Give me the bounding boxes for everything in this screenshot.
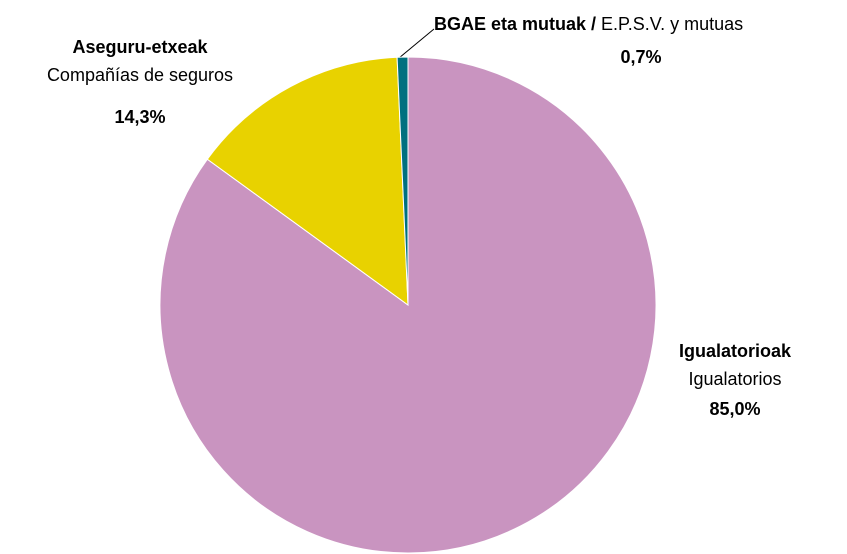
slice-label: Aseguru-etxeak [72,37,208,57]
pie-slice [396,56,409,306]
slice-label-es: Igualatorios [688,369,781,389]
slice-label-es: E.P.S.V. y mutuas [601,14,743,34]
value-label: 14,3% [114,107,165,127]
pie-slice [159,56,657,554]
leader-line [398,28,435,59]
pie-slice [206,56,409,307]
value-label: 85,0% [709,399,760,419]
slice-label: Igualatorioak [679,341,792,361]
slice-label-eu: BGAE eta mutuak / [434,14,596,34]
slice-label: BGAE eta mutuak / E.P.S.V. y mutuas [434,14,743,34]
value-label: 0,7% [620,47,661,67]
slice-label-es: Compañías de seguros [47,65,233,85]
